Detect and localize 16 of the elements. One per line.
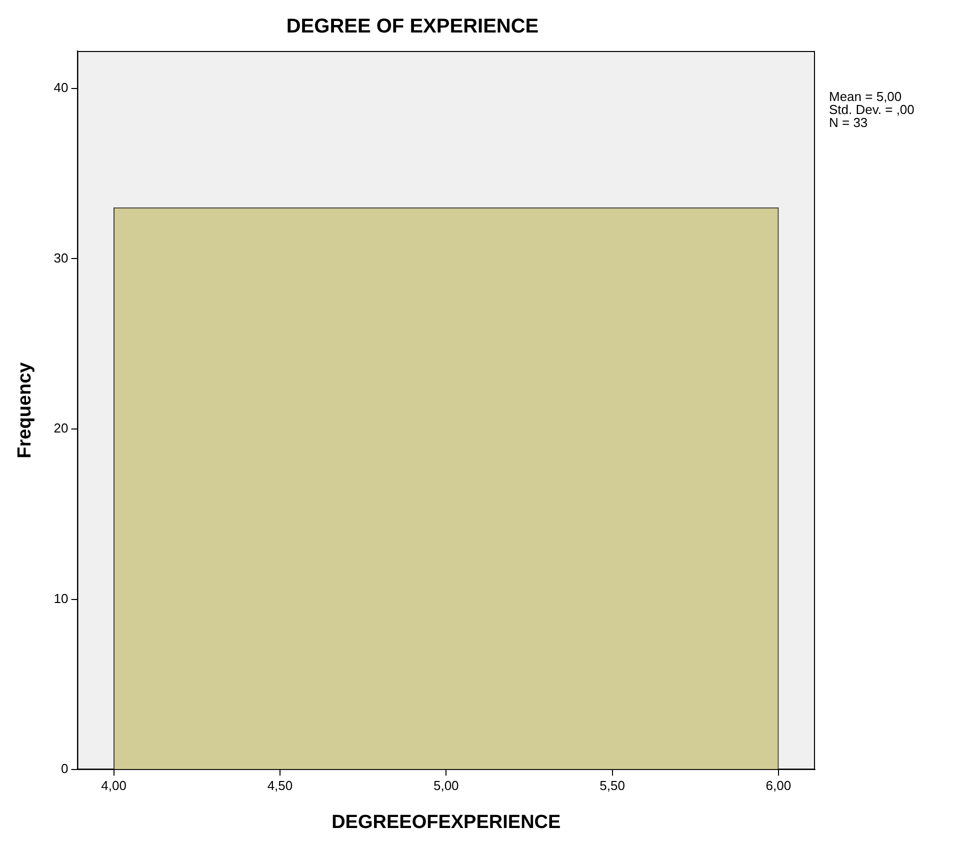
y-tick-label: 40: [54, 80, 68, 96]
x-tick-label: 6,00: [766, 778, 792, 793]
chart-title: DEGREE OF EXPERIENCE: [286, 16, 539, 38]
y-tick-label: 20: [54, 420, 68, 436]
y-axis-title: Frequency: [14, 362, 36, 458]
text: Std. Dev. = ,00: [829, 102, 914, 118]
y-tick-label: 30: [54, 250, 68, 266]
x-tick-label: 4,00: [101, 778, 126, 793]
text: Mean = 5,00: [829, 89, 902, 104]
x-tick-label: 4,50: [267, 778, 293, 793]
y-tick-label: 10: [54, 590, 68, 606]
x-axis-title: DEGREEOFEXPERIENCE: [332, 812, 561, 833]
x-tick-label: 5,00: [433, 778, 459, 793]
text: N = 33: [829, 115, 868, 130]
y-tick-label: 0: [61, 761, 68, 776]
x-tick-label: 5,50: [600, 778, 625, 793]
